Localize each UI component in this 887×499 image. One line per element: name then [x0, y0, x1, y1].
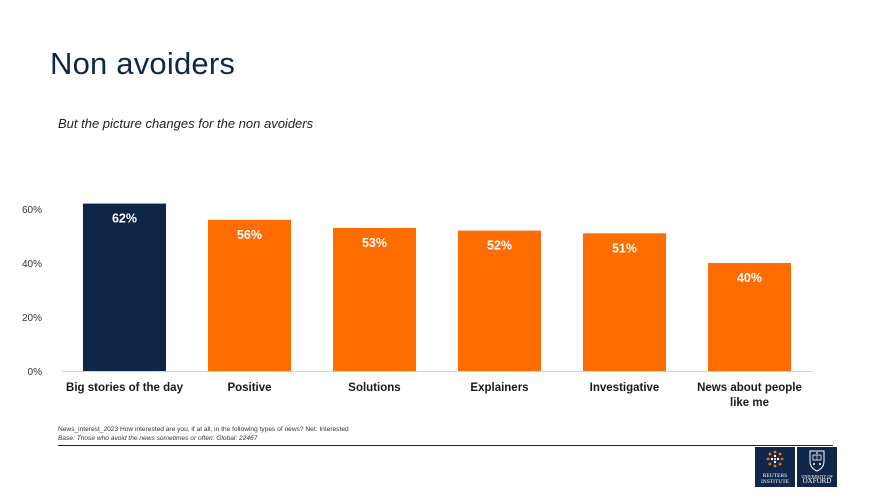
reuters-logo-line1: REUTERS [762, 473, 788, 479]
y-tick-label: 60% [22, 205, 42, 216]
bar-chart: 0% 20% 40% 60% 62% Big stories of the day 56% P… [22, 203, 812, 409]
bar [333, 227, 416, 371]
category-label: Solutions [348, 382, 400, 394]
footer-rule [58, 445, 833, 446]
bar [583, 233, 666, 371]
university-of-oxford-logo: UNIVERSITY OF OXFORD [797, 447, 837, 487]
data-label: 53% [362, 236, 387, 250]
bar [458, 230, 541, 371]
base-footnote: Base: Those who avoid the news sometimes… [58, 435, 258, 442]
category-label: Big stories of the day [66, 382, 184, 394]
y-tick-label: 20% [22, 313, 42, 324]
y-tick-label: 0% [28, 367, 43, 378]
data-label: 52% [487, 239, 512, 253]
oxford-logo-line2: OXFORD [802, 477, 832, 485]
bar [83, 203, 166, 371]
category-label: News about people [697, 382, 802, 394]
data-label: 62% [112, 212, 137, 226]
oxford-crest-icon [809, 450, 825, 472]
bar [708, 263, 791, 371]
category-label: Positive [227, 382, 271, 394]
reuters-dots-icon [766, 450, 784, 468]
question-footnote: News_interest_2023 How interested are yo… [58, 426, 349, 433]
oxford-logo-line1: UNIVERSITY OF [801, 474, 833, 479]
bar [208, 219, 291, 371]
data-label: 51% [612, 241, 637, 255]
reuters-logo-line2: INSTITUTE [760, 479, 790, 485]
category-label: Explainers [470, 382, 528, 394]
page-title: Non avoiders [50, 46, 236, 81]
page-subtitle: But the picture changes for the non avoi… [58, 116, 314, 131]
data-label: 40% [737, 271, 762, 285]
y-tick-label: 40% [22, 259, 42, 270]
data-label: 56% [237, 228, 262, 242]
category-label: Investigative [590, 382, 660, 394]
category-label: like me [730, 397, 769, 409]
reuters-institute-logo: REUTERS INSTITUTE [755, 447, 795, 487]
